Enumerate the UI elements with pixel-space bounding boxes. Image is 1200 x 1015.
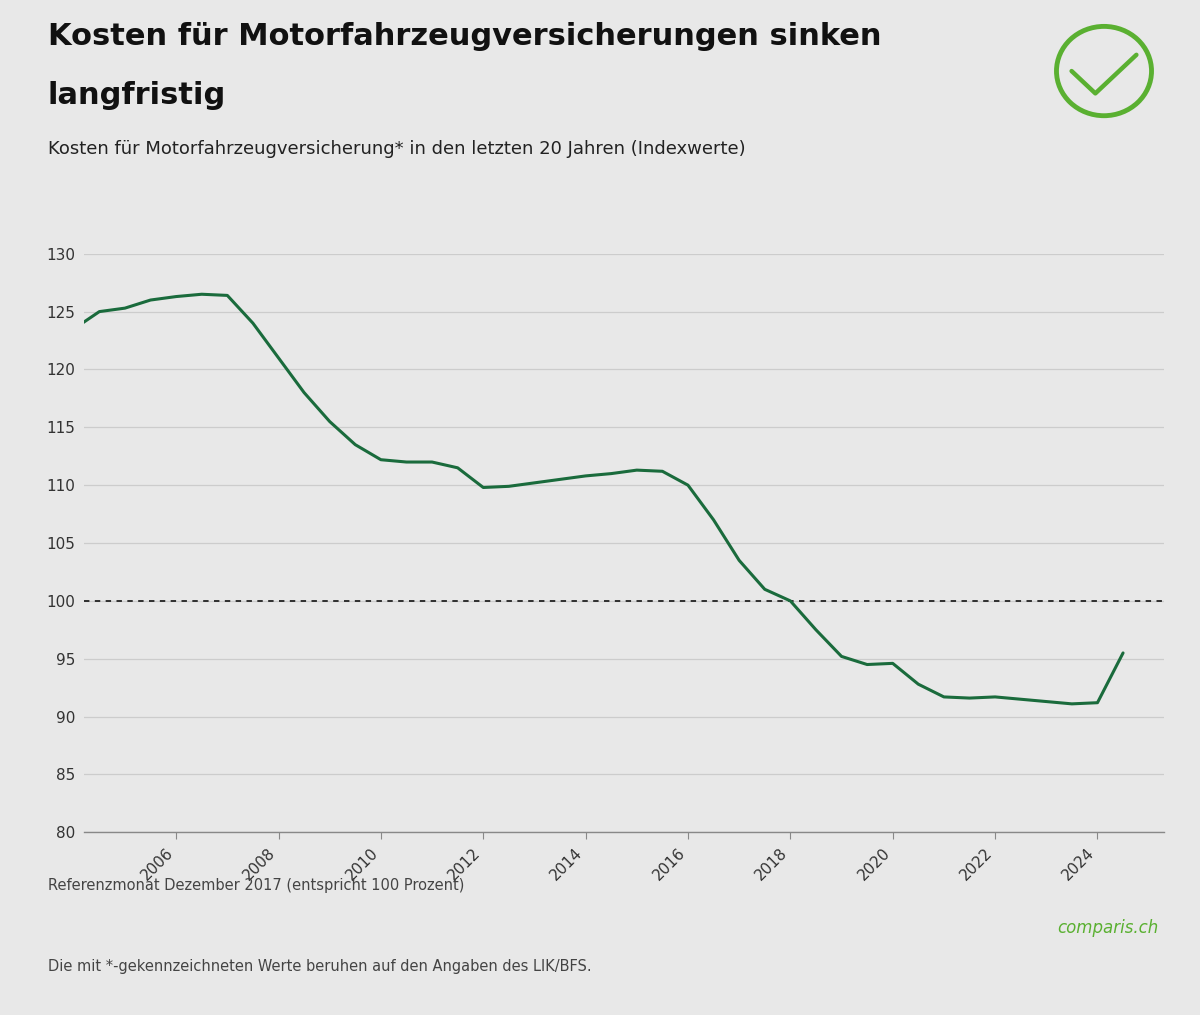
- Text: langfristig: langfristig: [48, 81, 227, 111]
- Text: Referenzmonat Dezember 2017 (entspricht 100 Prozent): Referenzmonat Dezember 2017 (entspricht …: [48, 878, 464, 893]
- Text: Die mit *-gekennzeichneten Werte beruhen auf den Angaben des LIK/BFS.: Die mit *-gekennzeichneten Werte beruhen…: [48, 959, 592, 974]
- Text: Kosten für Motorfahrzeugversicherungen sinken: Kosten für Motorfahrzeugversicherungen s…: [48, 22, 882, 52]
- Text: Kosten für Motorfahrzeugversicherung* in den letzten 20 Jahren (Indexwerte): Kosten für Motorfahrzeugversicherung* in…: [48, 140, 745, 158]
- Text: comparis.ch: comparis.ch: [1057, 919, 1158, 937]
